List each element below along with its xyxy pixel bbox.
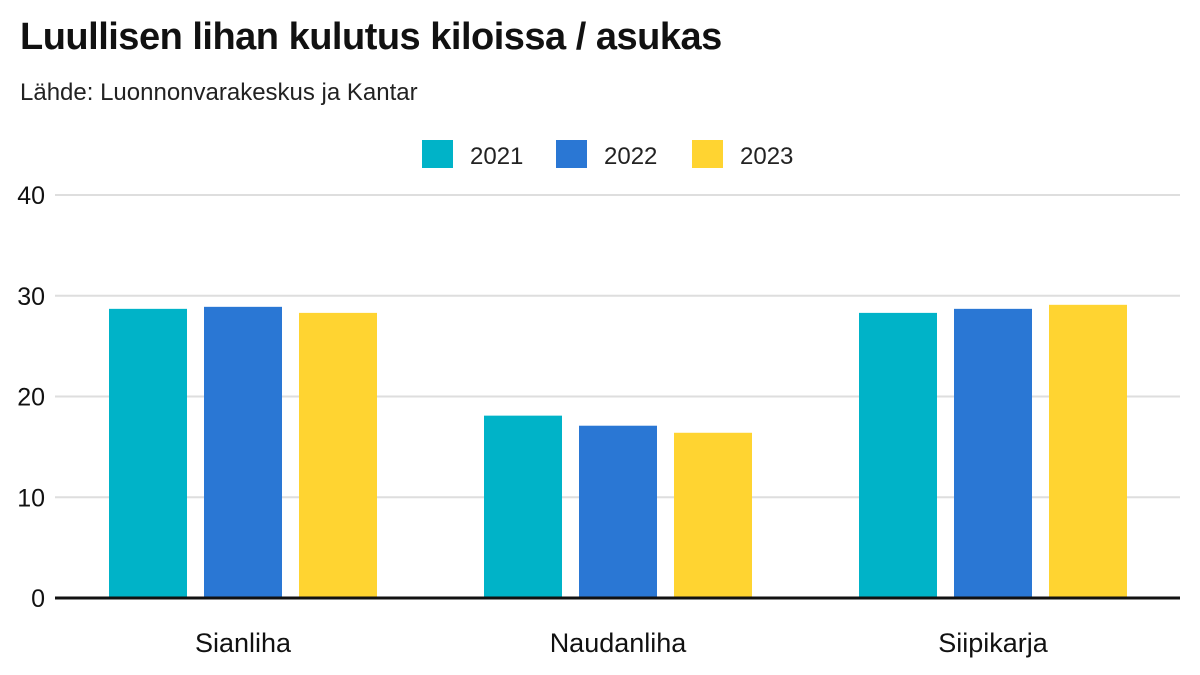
bars xyxy=(109,304,1127,598)
legend-label-2023: 2023 xyxy=(740,143,793,170)
x-tick-label-siipikarja: Siipikarja xyxy=(938,628,1049,658)
bar-naudanliha-2021 xyxy=(484,415,562,598)
bar-siipikarja-2023 xyxy=(1049,304,1127,598)
x-tick-label-sianliha: Sianliha xyxy=(195,628,292,658)
bar-sianliha-2021 xyxy=(109,308,187,598)
y-tick-label-10: 10 xyxy=(17,484,45,512)
legend-swatch-2023 xyxy=(692,140,723,168)
y-tick-label-40: 40 xyxy=(17,182,45,210)
bar-siipikarja-2021 xyxy=(859,312,937,598)
bar-naudanliha-2023 xyxy=(674,432,752,598)
bar-sianliha-2023 xyxy=(299,312,377,598)
legend-swatch-2021 xyxy=(422,140,453,168)
chart-title: Luullisen lihan kulutus kiloissa / asuka… xyxy=(20,16,722,58)
bar-sianliha-2022 xyxy=(204,306,282,598)
bar-naudanliha-2022 xyxy=(579,425,657,598)
legend: 2021 2022 2023 xyxy=(422,140,793,170)
legend-swatch-2022 xyxy=(556,140,587,168)
chart-source: Lähde: Luonnonvarakeskus ja Kantar xyxy=(20,79,418,106)
axes: 0 10 20 30 40 Sianliha Naudanliha Siipikarja xyxy=(17,182,1180,658)
y-tick-label-30: 30 xyxy=(17,283,45,311)
legend-label-2022: 2022 xyxy=(604,143,657,170)
y-tick-label-20: 20 xyxy=(17,384,45,412)
legend-label-2021: 2021 xyxy=(470,143,523,170)
y-tick-label-0: 0 xyxy=(31,585,45,613)
x-tick-label-naudanliha: Naudanliha xyxy=(550,628,688,658)
bar-siipikarja-2022 xyxy=(954,308,1032,598)
